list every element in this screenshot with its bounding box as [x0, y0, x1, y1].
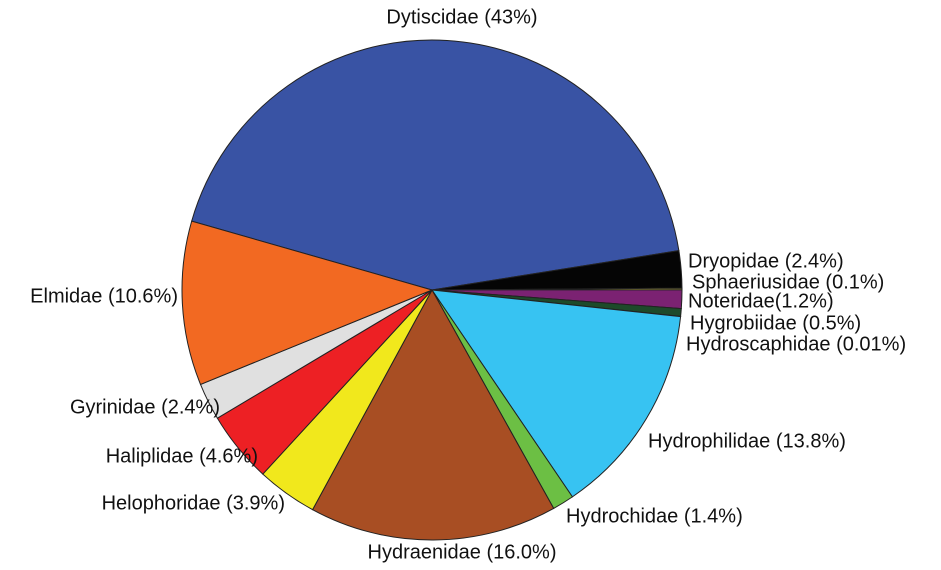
slice-label: Dryopidae (2.4%) [688, 250, 844, 272]
pie-slice [181, 220, 434, 386]
slice-label: Helophoridae (3.9%) [102, 492, 285, 514]
slice-label: Hygrobiidae (0.5%) [690, 312, 861, 334]
pie-slice [191, 39, 680, 291]
pie-slice [311, 288, 555, 541]
pie-slice [430, 289, 682, 498]
slice-label: Sphaeriusidae (0.1%) [692, 271, 884, 293]
slice-label: Gyrinidae (2.4%) [70, 396, 220, 418]
slice-label: Hydroscaphidae (0.01%) [686, 333, 906, 355]
slice-label: Dytiscidae (43%) [386, 6, 537, 28]
slice-label: Hydrochidae (1.4%) [566, 505, 743, 527]
slice-label: Hydrophilidae (13.8%) [648, 430, 846, 452]
slice-label: Hydraenidae (16.0%) [368, 541, 557, 563]
slice-label: Haliplidae (4.6%) [106, 445, 258, 467]
slice-label: Noteridae(1.2%) [688, 290, 834, 312]
slice-label: Elmidae (10.6%) [30, 285, 178, 307]
